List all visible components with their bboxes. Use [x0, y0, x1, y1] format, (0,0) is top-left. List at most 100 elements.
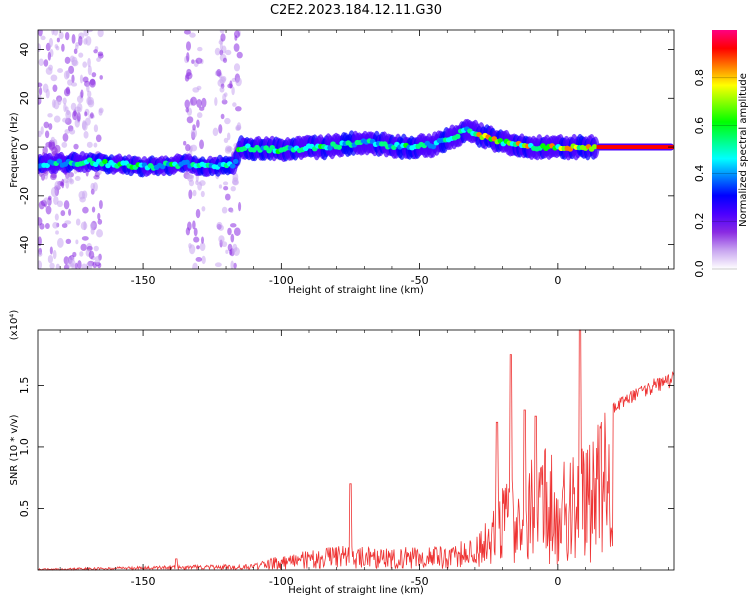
noise-blob	[212, 127, 219, 137]
noise-blob	[88, 250, 95, 260]
noise-blob	[97, 218, 103, 225]
ridge-core	[232, 158, 239, 165]
noise-blob	[79, 251, 84, 257]
noise-blob	[38, 58, 44, 66]
noise-blob	[232, 243, 238, 253]
noise-blob	[84, 117, 91, 126]
noise-blob	[47, 254, 54, 264]
noise-blob	[77, 102, 83, 113]
noise-blob	[97, 212, 101, 221]
noise-blob	[97, 30, 104, 38]
noise-blob	[43, 59, 49, 67]
noise-blob	[218, 235, 225, 243]
noise-blob	[55, 230, 59, 235]
noise-blob	[233, 43, 240, 52]
noise-blob	[87, 57, 91, 68]
snr-ytick-label: 1.0	[18, 438, 31, 456]
noise-blob	[98, 108, 103, 116]
noise-blob	[79, 74, 84, 84]
noise-blob	[225, 49, 232, 56]
noise-blob	[230, 233, 235, 243]
noise-blob	[221, 241, 228, 248]
ridge-core	[56, 158, 63, 164]
noise-blob	[200, 190, 205, 198]
noise-blob	[69, 128, 76, 135]
snr-xtick-label: 0	[554, 575, 561, 588]
noise-blob	[75, 218, 81, 226]
noise-blob	[38, 82, 43, 88]
noise-blob	[185, 41, 192, 51]
spectrogram-ylabel: Frequency (Hz)	[9, 112, 20, 188]
noise-blob	[196, 99, 202, 108]
noise-blob	[63, 88, 71, 97]
ridge-core	[454, 133, 461, 139]
noise-blob	[48, 37, 53, 48]
noise-blob	[199, 242, 206, 252]
noise-blob	[93, 142, 98, 148]
noise-blob	[38, 200, 45, 210]
noise-blob	[54, 44, 59, 49]
noise-blob	[219, 86, 225, 93]
noise-blob	[41, 173, 45, 181]
noise-blob	[230, 260, 234, 269]
noise-blob	[72, 251, 77, 258]
noise-blob	[52, 84, 58, 93]
noise-blob	[96, 57, 101, 62]
spectrogram-blobs	[38, 30, 674, 269]
noise-blob	[183, 30, 191, 35]
noise-blob	[63, 200, 70, 210]
spectrogram-ytick-label: -20	[18, 187, 31, 205]
noise-blob	[96, 229, 103, 238]
snr-xtick-label: -100	[269, 575, 294, 588]
spectrogram-ytick-label: -40	[18, 236, 31, 254]
colorbar-tick-label: 0.2	[693, 212, 706, 230]
noise-blob	[44, 130, 50, 139]
steady-band-core	[596, 145, 674, 150]
spectrogram-xtick-label: -100	[269, 274, 294, 287]
noise-blob	[220, 113, 225, 120]
spectrogram-xtick-label: 0	[554, 274, 561, 287]
noise-blob	[201, 255, 206, 265]
noise-blob	[65, 238, 72, 244]
colorbar: 0.0 0.2 0.4 0.6 0.8 Normalized spectral ampl…	[693, 30, 749, 278]
noise-blob	[185, 143, 191, 152]
noise-blob	[222, 181, 229, 186]
noise-blob	[61, 43, 65, 52]
noise-blob	[190, 144, 198, 152]
noise-blob	[196, 245, 200, 250]
noise-blob	[95, 255, 101, 266]
noise-blob	[86, 96, 92, 106]
noise-blob	[185, 107, 190, 113]
noise-blob	[49, 246, 53, 255]
noise-blob	[83, 38, 88, 45]
noise-blob	[66, 172, 72, 181]
noise-blob	[227, 132, 231, 141]
noise-blob	[78, 52, 84, 58]
noise-blob	[183, 140, 187, 146]
noise-blob	[77, 260, 82, 269]
noise-blob	[68, 178, 75, 185]
noise-blob	[196, 85, 202, 91]
noise-blob	[64, 31, 70, 41]
ridge-core	[102, 158, 108, 165]
noise-blob	[38, 87, 43, 96]
ridge-core	[159, 164, 166, 170]
noise-blob	[67, 79, 73, 86]
noise-blob	[51, 30, 55, 36]
noise-blob	[235, 77, 242, 87]
noise-blob	[40, 126, 44, 135]
colorbar-tick-label: 0.0	[693, 260, 706, 278]
noise-blob	[66, 109, 71, 116]
noise-blob	[87, 65, 92, 76]
ridge-core	[44, 162, 50, 169]
noise-blob	[95, 134, 102, 143]
noise-blob	[201, 97, 207, 108]
noise-blob	[80, 89, 84, 98]
noise-blob	[70, 102, 77, 111]
noise-blob	[188, 242, 192, 249]
noise-blob	[57, 237, 64, 248]
noise-blob	[233, 63, 241, 72]
noise-blob	[222, 57, 228, 63]
ridge-core	[336, 144, 342, 150]
